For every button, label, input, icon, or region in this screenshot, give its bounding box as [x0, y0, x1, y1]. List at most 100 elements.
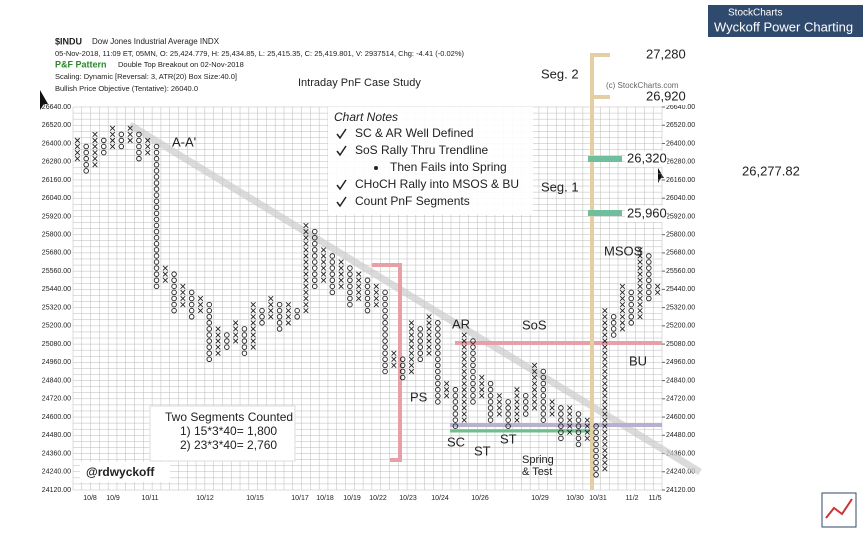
- o-box: [646, 259, 652, 265]
- o-box: [153, 155, 160, 162]
- x-box: [531, 405, 538, 411]
- o-box: [153, 180, 160, 186]
- x-box: [654, 283, 661, 289]
- o-box: [329, 265, 336, 271]
- pnf-column: [268, 295, 274, 320]
- pnf-column: [197, 295, 204, 314]
- o-box: [435, 386, 441, 393]
- o-box: [206, 356, 213, 363]
- annotation: PS: [410, 389, 428, 404]
- x-box: [567, 411, 573, 417]
- pnf-column: [646, 253, 652, 302]
- o-box: [610, 320, 617, 326]
- o-box: [435, 380, 441, 387]
- o-box: [593, 459, 599, 466]
- y-tick-label: 24960.00: [42, 359, 71, 366]
- o-box: [575, 429, 582, 436]
- pnf-column: [391, 350, 397, 369]
- o-box: [329, 283, 336, 290]
- o-box: [136, 131, 142, 138]
- x-box: [461, 344, 467, 350]
- x-box: [602, 344, 608, 350]
- o-box: [171, 301, 177, 308]
- o-box: [259, 313, 265, 320]
- o-box: [452, 417, 459, 423]
- x-box: [619, 320, 626, 326]
- x-box: [320, 271, 327, 277]
- x-box: [602, 350, 608, 356]
- o-box: [487, 405, 494, 411]
- o-box: [171, 271, 177, 277]
- o-box: [153, 192, 160, 198]
- o-box: [153, 174, 160, 180]
- check: [336, 128, 347, 140]
- x-tick-label: 10/11: [142, 495, 159, 502]
- o-box: [505, 399, 511, 405]
- pnf-column: [417, 326, 424, 363]
- x-box: [461, 332, 467, 338]
- pnf-column: [408, 320, 415, 375]
- x-box: [602, 405, 608, 411]
- x-box: [408, 344, 415, 350]
- pnf-column: [320, 247, 327, 283]
- x-box: [285, 320, 292, 326]
- o-box: [382, 295, 388, 302]
- x-tick-label: 10/15: [246, 495, 264, 502]
- label-bg: [644, 47, 686, 63]
- o-box: [224, 332, 230, 338]
- x-box: [162, 277, 168, 283]
- annotation: BU: [629, 353, 647, 368]
- x-box: [338, 265, 344, 271]
- x-box: [531, 368, 538, 375]
- pnf-column: [452, 386, 459, 429]
- o-box: [399, 362, 406, 369]
- label-bg: [644, 89, 686, 105]
- o-box: [646, 289, 652, 296]
- o-box: [153, 228, 160, 235]
- y-tick-label: 26160.00: [666, 177, 695, 184]
- o-box: [540, 368, 547, 375]
- o-box: [452, 399, 459, 405]
- o-box: [540, 417, 547, 423]
- x-box: [549, 405, 555, 411]
- x-box: [92, 137, 98, 144]
- o-box: [435, 393, 441, 399]
- o-box: [171, 295, 177, 302]
- o-box: [153, 168, 160, 174]
- o-box: [435, 368, 441, 375]
- x-box: [320, 247, 327, 253]
- x-box: [637, 253, 643, 259]
- o-box: [593, 447, 599, 454]
- x-box: [303, 228, 309, 235]
- x-box: [426, 338, 432, 344]
- o-box: [136, 143, 142, 150]
- o-box: [435, 344, 441, 350]
- annotation: ST: [500, 431, 517, 446]
- x-box: [303, 283, 309, 289]
- x-box: [320, 259, 327, 265]
- annotation: SoS: [522, 317, 547, 332]
- note: Then Fails into Spring: [390, 160, 507, 174]
- pnf-column: [558, 405, 564, 442]
- x-box: [250, 314, 256, 320]
- x-box: [461, 338, 467, 344]
- o-box: [558, 417, 564, 423]
- o-box: [558, 405, 564, 411]
- x-box: [619, 295, 626, 302]
- o-box: [540, 411, 547, 417]
- y-tick-label: 24360.00: [42, 450, 71, 457]
- x-box: [74, 137, 81, 144]
- x-box: [602, 368, 608, 375]
- pnf-column: [628, 289, 634, 326]
- o-box: [522, 411, 529, 417]
- x-box: [391, 350, 397, 356]
- o-box: [382, 320, 388, 326]
- pnf-column: [109, 125, 116, 150]
- o-box: [558, 429, 564, 436]
- x-box: [479, 393, 485, 399]
- o-box: [153, 277, 160, 284]
- bullet: [374, 166, 378, 170]
- o-box: [241, 344, 248, 350]
- x-box: [619, 301, 626, 308]
- pnf-column: [145, 137, 151, 156]
